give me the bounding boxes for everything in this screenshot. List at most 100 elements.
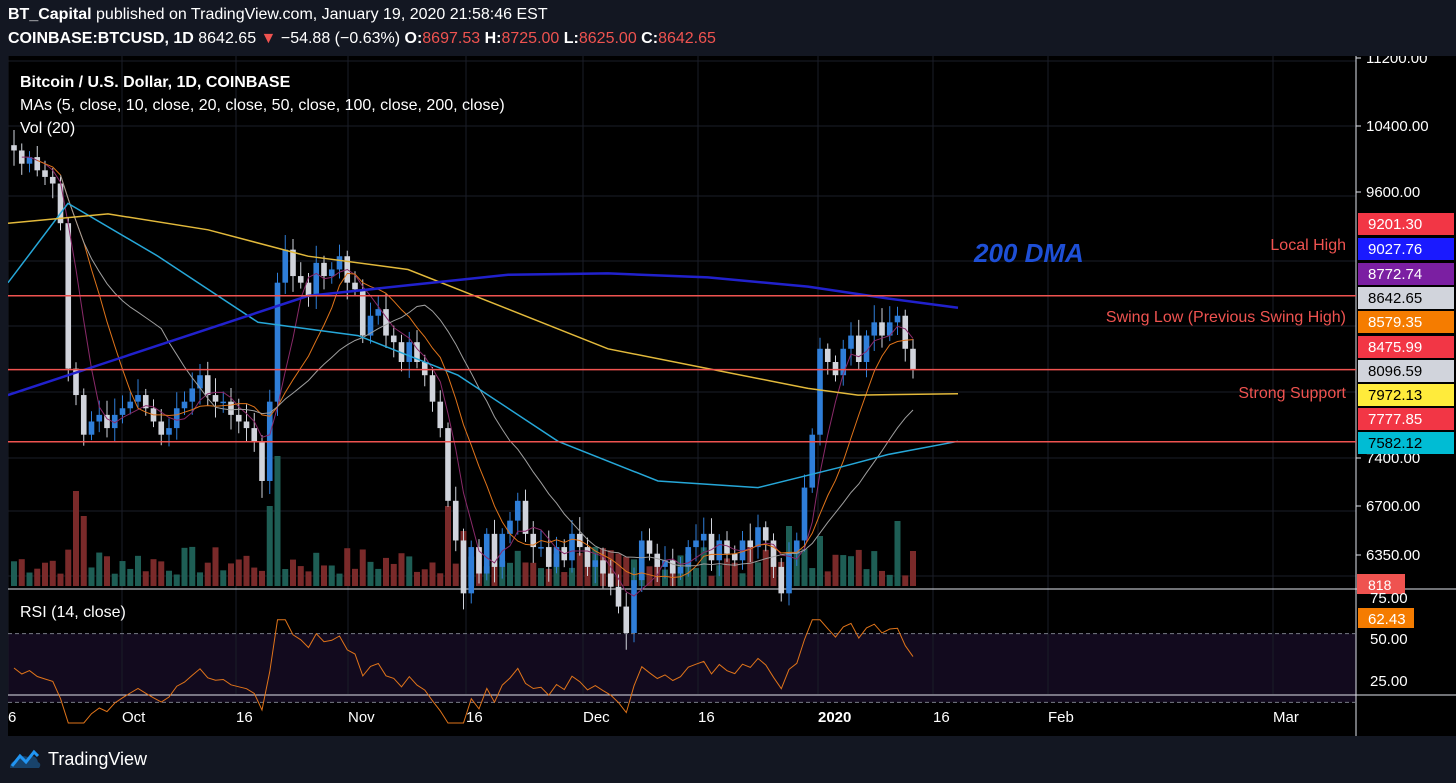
- candle-body: [646, 540, 653, 554]
- candle-body: [235, 414, 242, 422]
- volume-bar: [290, 559, 296, 586]
- candle-body: [685, 547, 692, 567]
- candle-body: [739, 540, 746, 561]
- volume-bar: [708, 575, 715, 586]
- candle-body: [638, 540, 645, 581]
- candle-body: [375, 309, 382, 316]
- time-tick-label: 16: [698, 709, 715, 726]
- candle-body: [158, 421, 165, 435]
- candle-body: [677, 566, 684, 574]
- tradingview-logo[interactable]: TradingView: [8, 748, 147, 770]
- candle-body: [654, 553, 661, 567]
- volume-bar: [367, 561, 374, 586]
- candle-body: [18, 150, 25, 164]
- price-label: 8642.65: [1368, 290, 1422, 307]
- volume-bar: [88, 567, 95, 586]
- publish-line: BT_Capital published on TradingView.com,…: [8, 6, 548, 24]
- candle-body: [894, 315, 901, 323]
- volume-bar: [18, 559, 25, 586]
- rsi-value-label: 62.43: [1368, 611, 1406, 628]
- volume-bar: [297, 566, 304, 586]
- volume-bar: [894, 521, 901, 586]
- price-label-box: [1358, 336, 1454, 358]
- candle-body: [11, 145, 17, 151]
- candle-body: [166, 428, 172, 435]
- candle-body: [514, 500, 521, 521]
- candle-body: [429, 375, 436, 402]
- candle-body: [716, 540, 723, 561]
- symbol-label: COINBASE:BTCUSD, 1D: [8, 30, 194, 47]
- volume-bar: [375, 568, 382, 586]
- price-chart-svg[interactable]: Local High Swing Low (Previous Swing High…: [8, 56, 1456, 736]
- price-label-box: [1358, 360, 1454, 382]
- footer: TradingView: [0, 736, 1456, 783]
- candle-body: [871, 322, 878, 336]
- volume-bar: [321, 565, 327, 586]
- volume-bar: [259, 570, 265, 586]
- candle-body: [545, 547, 552, 567]
- candle-body: [747, 540, 754, 548]
- volume-bar: [96, 552, 103, 586]
- price-label-box: [1358, 263, 1454, 285]
- volume-bar: [352, 568, 358, 586]
- volume-bar: [127, 568, 134, 586]
- candle-body: [135, 395, 141, 402]
- volume-bar: [158, 561, 165, 586]
- volume-bar: [34, 568, 41, 586]
- volume-bar: [65, 549, 72, 586]
- candle-body: [631, 580, 637, 634]
- candle-body: [778, 566, 785, 594]
- ma50-line: [8, 202, 959, 489]
- rsi-tick-label: 75.00: [1370, 590, 1408, 607]
- volume-bar: [243, 555, 250, 586]
- candle-body: [127, 401, 134, 409]
- volume-bar: [507, 562, 513, 586]
- volume-bar: [11, 561, 17, 586]
- volume-bar: [266, 506, 273, 586]
- volume-bar: [747, 546, 754, 586]
- author-name[interactable]: BT_Capital: [8, 6, 92, 23]
- volume-bar: [119, 561, 126, 586]
- volume-bar: [150, 559, 157, 586]
- price-label-box: [1358, 238, 1454, 260]
- time-tick-label: Oct: [122, 709, 146, 726]
- volume-bar: [561, 572, 568, 586]
- volume-bar: [235, 559, 242, 586]
- volume-bar: [313, 552, 320, 586]
- candle-body: [476, 547, 482, 574]
- tradingview-cloud-icon: [10, 749, 41, 768]
- time-tick-label: 2020: [818, 709, 851, 726]
- volume-label-box: [1357, 574, 1405, 594]
- volume-bar: [204, 562, 211, 586]
- volume-bar: [398, 553, 405, 586]
- chart-area[interactable]: Local High Swing Low (Previous Swing High…: [8, 56, 1456, 736]
- candle-body: [142, 395, 149, 409]
- candle-body: [437, 401, 444, 429]
- candle-body: [522, 500, 529, 534]
- time-tick-label: Mar: [1273, 709, 1299, 726]
- volume-bar: [522, 562, 529, 586]
- legend-mas: MAs (5, close, 10, close, 20, close, 50,…: [20, 97, 505, 114]
- volume-bar: [530, 562, 537, 586]
- price-label: 7777.85: [1368, 411, 1422, 428]
- candle-body: [305, 282, 312, 296]
- candle-body: [197, 375, 203, 389]
- chart-header: BT_Capital published on TradingView.com,…: [0, 0, 1456, 56]
- time-tick-label: 16: [466, 709, 483, 726]
- label-strong-support: Strong Support: [1238, 385, 1346, 402]
- volume-bar: [910, 551, 916, 586]
- candle-body: [607, 573, 614, 587]
- candle-body: [49, 176, 56, 184]
- volume-bar: [220, 570, 227, 586]
- volume-bar: [173, 574, 180, 586]
- volume-label: 818: [1368, 577, 1392, 593]
- time-tick-label: 6: [8, 709, 16, 726]
- open-label: O:: [404, 30, 423, 47]
- candle-body: [483, 533, 490, 574]
- volume-bar: [731, 562, 738, 586]
- price-label-box: [1358, 287, 1454, 309]
- low-label: L:: [563, 30, 579, 47]
- volume-bar: [406, 556, 413, 586]
- volume-bar: [73, 491, 79, 586]
- close-label: C:: [641, 30, 659, 47]
